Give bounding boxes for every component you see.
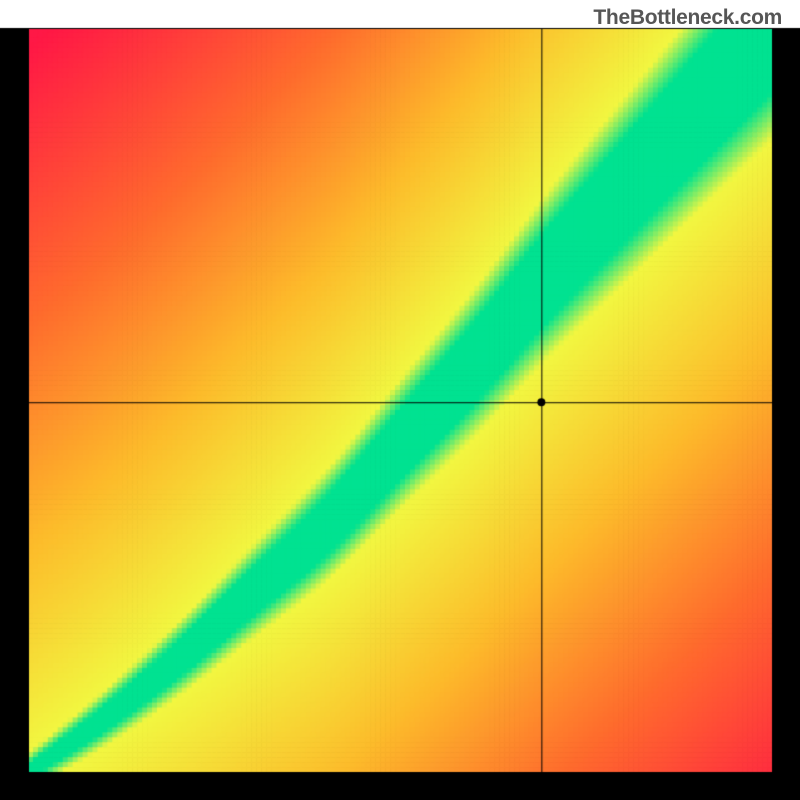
chart-container: TheBottleneck.com: [0, 0, 800, 800]
watermark-text: TheBottleneck.com: [593, 6, 782, 30]
bottleneck-heatmap-canvas: [0, 0, 800, 800]
